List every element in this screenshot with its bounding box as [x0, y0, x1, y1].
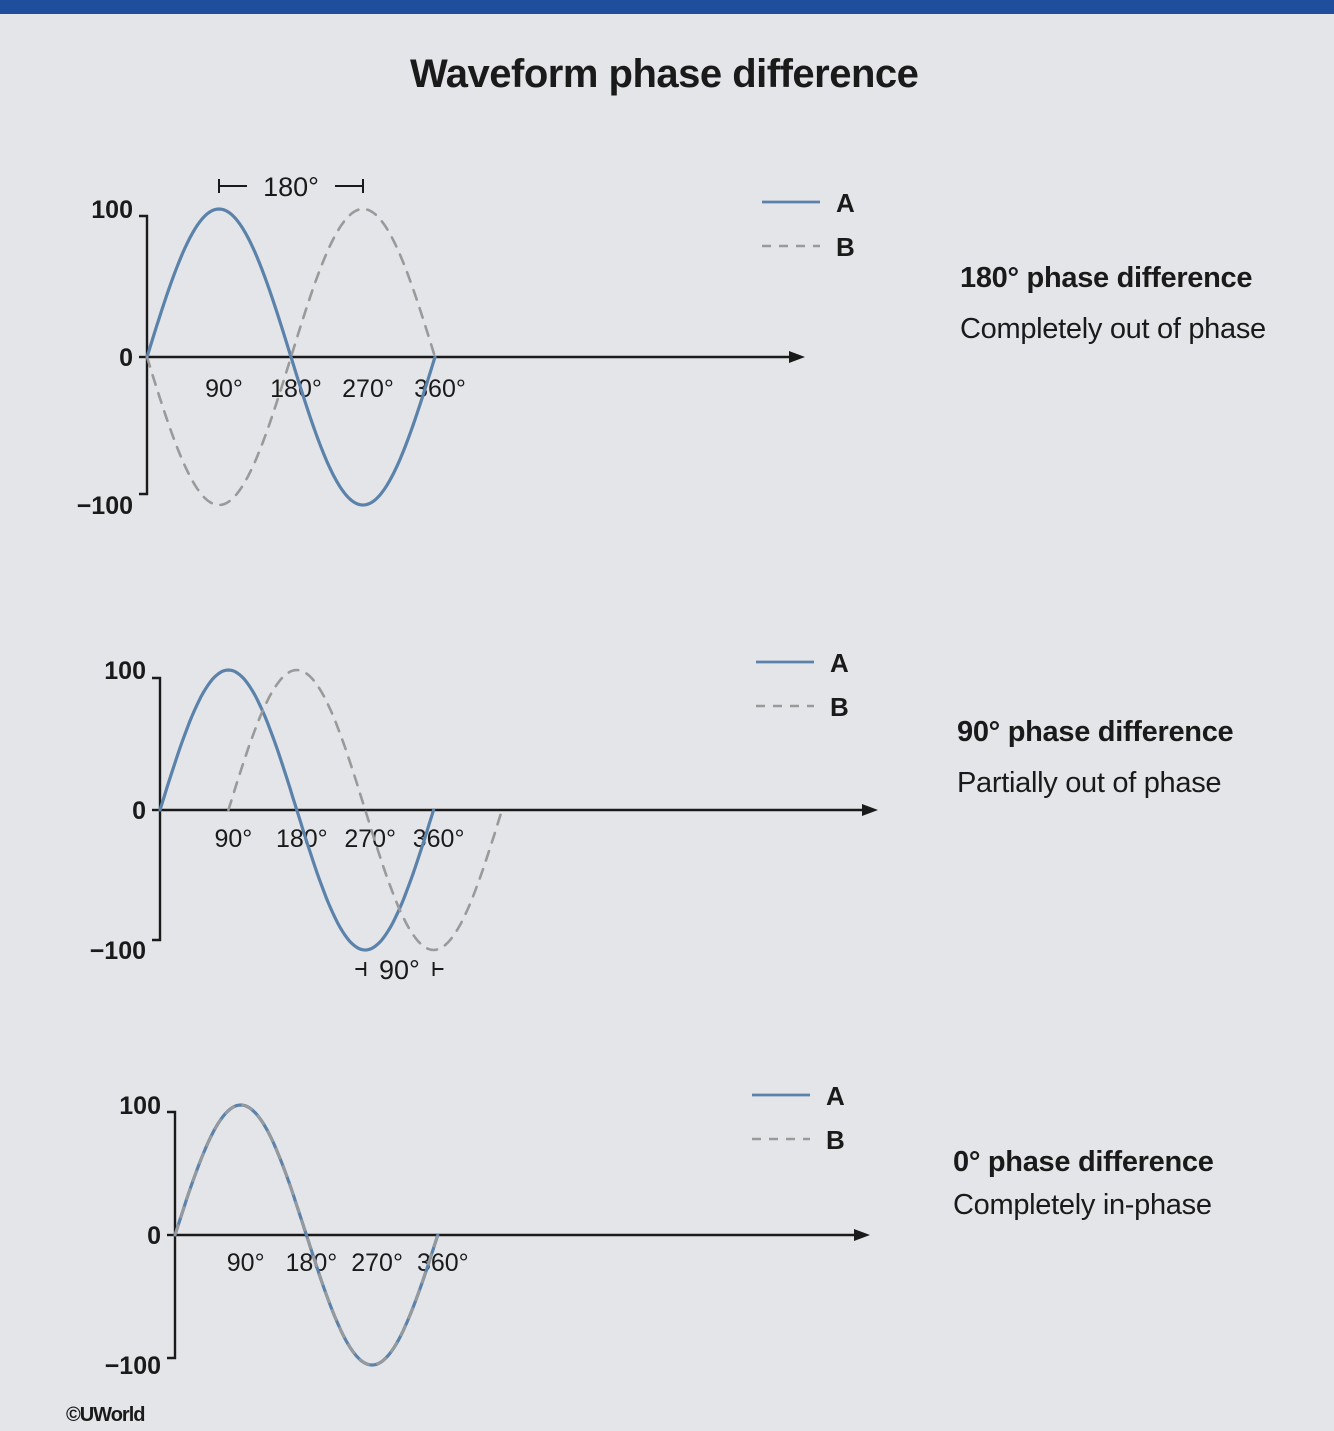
- x-axis-arrow: [789, 351, 805, 363]
- annotation-180: 180° phase difference Completely out of …: [960, 262, 1266, 346]
- figure-title: Waveform phase difference: [410, 52, 919, 96]
- annotation-subtitle: Completely out of phase: [960, 313, 1266, 345]
- wave-b: [145, 207, 437, 507]
- copyright-text: ©UWorld: [66, 1404, 145, 1426]
- annotation-heading: 180° phase difference: [960, 262, 1253, 294]
- y-tick-label: −100: [105, 1352, 161, 1380]
- bracket-label: 90°: [379, 955, 420, 985]
- annotation-subtitle: Completely in-phase: [953, 1189, 1212, 1221]
- x-tick-label: 90°: [205, 375, 243, 403]
- y-tick-label: −100: [77, 492, 133, 520]
- x-axis-arrow: [854, 1229, 870, 1241]
- annotation-90: 90° phase difference Partially out of ph…: [957, 716, 1234, 800]
- y-tick-label: 100: [91, 196, 133, 224]
- annotation-heading: 0° phase difference: [953, 1146, 1214, 1178]
- legend-label-b: B: [836, 232, 855, 262]
- annotation-heading: 90° phase difference: [957, 716, 1234, 748]
- bracket-label: 180°: [263, 172, 319, 202]
- legend-label-a: A: [826, 1081, 845, 1111]
- legend-label-b: B: [826, 1125, 845, 1155]
- x-tick-label: 270°: [342, 375, 394, 403]
- x-tick-label: 90°: [227, 1249, 265, 1277]
- y-tick-label: 100: [119, 1092, 161, 1120]
- y-axis: [139, 214, 149, 496]
- annotation-0: 0° phase difference Completely in-phase: [953, 1146, 1214, 1222]
- y-tick-label: 100: [104, 657, 146, 685]
- y-tick-label: −100: [90, 937, 146, 965]
- x-tick-label: 270°: [344, 825, 396, 853]
- y-tick-label: 0: [132, 797, 146, 825]
- annotation-subtitle: Partially out of phase: [957, 767, 1222, 799]
- wave-b: [227, 668, 504, 952]
- y-tick-label: 0: [119, 344, 133, 372]
- wave-a: [158, 668, 436, 952]
- wave-a: [145, 207, 437, 507]
- x-axis-arrow: [862, 804, 878, 816]
- top-band: [0, 0, 1334, 14]
- y-tick-label: 0: [147, 1222, 161, 1250]
- wave-b: [173, 1103, 440, 1367]
- x-tick-label: 270°: [351, 1249, 403, 1277]
- legend-label-b: B: [830, 692, 849, 722]
- legend-label-a: A: [830, 648, 849, 678]
- x-tick-label: 90°: [214, 825, 252, 853]
- legend-label-a: A: [836, 188, 855, 218]
